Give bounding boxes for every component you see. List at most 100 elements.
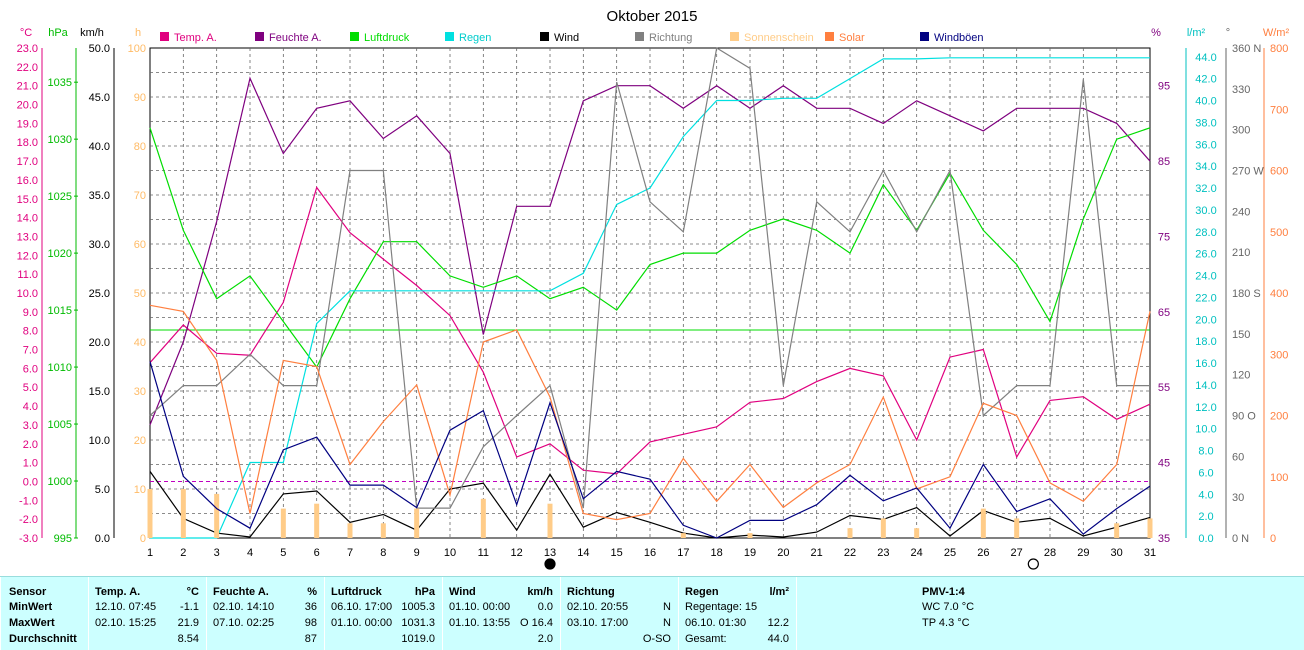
tick-temp: 9.0 bbox=[23, 307, 38, 319]
tick-direction: 180 S bbox=[1232, 288, 1261, 300]
x-tick-label: 3 bbox=[214, 547, 220, 559]
stats-col-wind: Wind km/h 01.10. 00:00 0.0 01.10. 13:55 … bbox=[442, 577, 561, 650]
x-tick-label: 24 bbox=[911, 547, 923, 559]
tick-sunshine: 0 bbox=[140, 533, 146, 545]
direction-title: Richtung bbox=[567, 586, 615, 598]
tick-direction: 210 bbox=[1232, 247, 1250, 259]
tick-humidity: 95 bbox=[1158, 81, 1170, 93]
x-tick-label: 26 bbox=[977, 547, 989, 559]
tick-solar: 100 bbox=[1270, 472, 1288, 484]
tick-humidity: 35 bbox=[1158, 533, 1170, 545]
humidity-max: 98 bbox=[304, 617, 317, 629]
x-tick-label: 13 bbox=[544, 547, 556, 559]
x-tick-label: 6 bbox=[314, 547, 320, 559]
stats-col-sensor: Sensor MinWert MaxWert Durchschnitt bbox=[0, 577, 89, 650]
x-tick-label: 4 bbox=[247, 547, 253, 559]
tick-pressure: 1030 bbox=[48, 134, 72, 146]
tick-rain: 32.0 bbox=[1195, 183, 1216, 195]
pmv-wc: WC 7.0 °C bbox=[922, 601, 975, 613]
x-tick-label: 7 bbox=[347, 547, 353, 559]
tick-temp: 15.0 bbox=[17, 194, 38, 206]
temp-max: 21.9 bbox=[177, 617, 199, 629]
direction-max-time: 03.10. 17:00 bbox=[567, 617, 629, 629]
x-tick-label: 28 bbox=[1044, 547, 1056, 559]
tick-sunshine: 30 bbox=[134, 386, 146, 398]
tick-rain: 28.0 bbox=[1195, 227, 1216, 239]
tick-temp: 14.0 bbox=[17, 213, 38, 225]
axis-unit-temp: °C bbox=[20, 27, 32, 39]
tick-solar: 200 bbox=[1270, 411, 1288, 423]
tick-pressure: 1020 bbox=[48, 248, 72, 260]
tick-solar: 800 bbox=[1270, 43, 1288, 55]
bar-sonnenschein bbox=[280, 508, 286, 538]
pressure-avg: 1019.0 bbox=[401, 633, 435, 645]
x-tick-label: 12 bbox=[511, 547, 523, 559]
tick-humidity: 85 bbox=[1158, 156, 1170, 168]
stats-col-direction: Richtung 02.10. 20:55 N 03.10. 17:00 N O… bbox=[560, 577, 679, 650]
tick-rain: 42.0 bbox=[1195, 74, 1216, 86]
pressure-unit: hPa bbox=[414, 586, 435, 598]
tick-temp: 3.0 bbox=[23, 420, 38, 432]
legend-swatch bbox=[160, 32, 169, 41]
tick-rain: 38.0 bbox=[1195, 117, 1216, 129]
x-tick-label: 8 bbox=[380, 547, 386, 559]
series-line-regen bbox=[150, 57, 1150, 539]
tick-solar: 600 bbox=[1270, 166, 1288, 178]
weather-chart: Oktober 2015°C hPa km/h h% l/m² ° W/m²23.022.0… bbox=[17, 8, 1289, 570]
series-line-temp-a- bbox=[149, 186, 1151, 475]
bar-sonnenschein bbox=[847, 528, 853, 538]
legend-label: Temp. A. bbox=[174, 32, 217, 44]
x-tick-label: 15 bbox=[611, 547, 623, 559]
x-tick-label: 30 bbox=[1111, 547, 1123, 559]
tick-sunshine: 80 bbox=[134, 141, 146, 153]
wind-unit: km/h bbox=[527, 586, 553, 598]
bar-sonnenschein bbox=[880, 518, 886, 538]
tick-rain: 44.0 bbox=[1195, 52, 1216, 64]
tick-wind: 45.0 bbox=[89, 92, 110, 104]
series-line-richtung bbox=[149, 47, 1150, 509]
tick-rain: 20.0 bbox=[1195, 314, 1216, 326]
temp-max-time: 02.10. 15:25 bbox=[95, 617, 157, 629]
tick-sunshine: 20 bbox=[134, 435, 146, 447]
series-line-feuchte-a- bbox=[149, 76, 1151, 426]
tick-wind: 40.0 bbox=[89, 141, 110, 153]
bar-sonnenschein bbox=[1147, 518, 1153, 538]
pmv-title: PMV-1:4 bbox=[922, 586, 965, 598]
tick-temp: 10.0 bbox=[17, 288, 38, 300]
tick-solar: 400 bbox=[1270, 288, 1288, 300]
rain-max-time: 06.10. 01:30 bbox=[685, 617, 747, 629]
x-tick-label: 1 bbox=[147, 547, 153, 559]
tick-pressure: 1005 bbox=[48, 419, 72, 431]
stats-col-pressure: Luftdruck hPa 06.10. 17:00 1005.3 01.10.… bbox=[324, 577, 443, 650]
stats-col-temp: Temp. A. °C 12.10. 07:45 -1.1 02.10. 15:… bbox=[88, 577, 207, 650]
tick-direction: 30 bbox=[1232, 492, 1244, 504]
bar-sonnenschein bbox=[147, 489, 153, 538]
bar-sonnenschein bbox=[314, 503, 320, 538]
tick-temp: 5.0 bbox=[23, 382, 38, 394]
stats-col-humidity: Feuchte A. % 02.10. 14:10 36 07.10. 02:2… bbox=[206, 577, 325, 650]
bar-sonnenschein bbox=[980, 508, 986, 538]
x-tick-label: 27 bbox=[1011, 547, 1023, 559]
stats-panel: Sensor MinWert MaxWert Durchschnitt Temp… bbox=[0, 576, 1304, 650]
tick-rain: 24.0 bbox=[1195, 271, 1216, 283]
tick-rain: 40.0 bbox=[1195, 96, 1216, 108]
axis-unit-humidity: % bbox=[1151, 27, 1161, 39]
direction-max: N bbox=[663, 617, 671, 629]
pressure-min: 1005.3 bbox=[401, 601, 435, 613]
tick-direction: 60 bbox=[1232, 451, 1244, 463]
temp-min-time: 12.10. 07:45 bbox=[95, 601, 157, 613]
bar-sonnenschein bbox=[1014, 518, 1020, 538]
wind-max: O 16.4 bbox=[519, 617, 553, 629]
tick-direction: 240 bbox=[1232, 206, 1250, 218]
bar-sonnenschein bbox=[914, 528, 920, 538]
tick-pressure: 1010 bbox=[48, 362, 72, 374]
series-line-windb-en bbox=[149, 361, 1151, 539]
tick-solar: 700 bbox=[1270, 104, 1288, 116]
tick-wind: 10.0 bbox=[89, 435, 110, 447]
tick-rain: 34.0 bbox=[1195, 161, 1216, 173]
stats-col-rain: Regen l/m² Regentage: 15 06.10. 01:30 12… bbox=[678, 577, 797, 650]
bar-sonnenschein bbox=[414, 508, 420, 538]
row-avg-label: Durchschnitt bbox=[9, 633, 77, 645]
tick-temp: 0.0 bbox=[23, 476, 38, 488]
tick-wind: 20.0 bbox=[89, 337, 110, 349]
